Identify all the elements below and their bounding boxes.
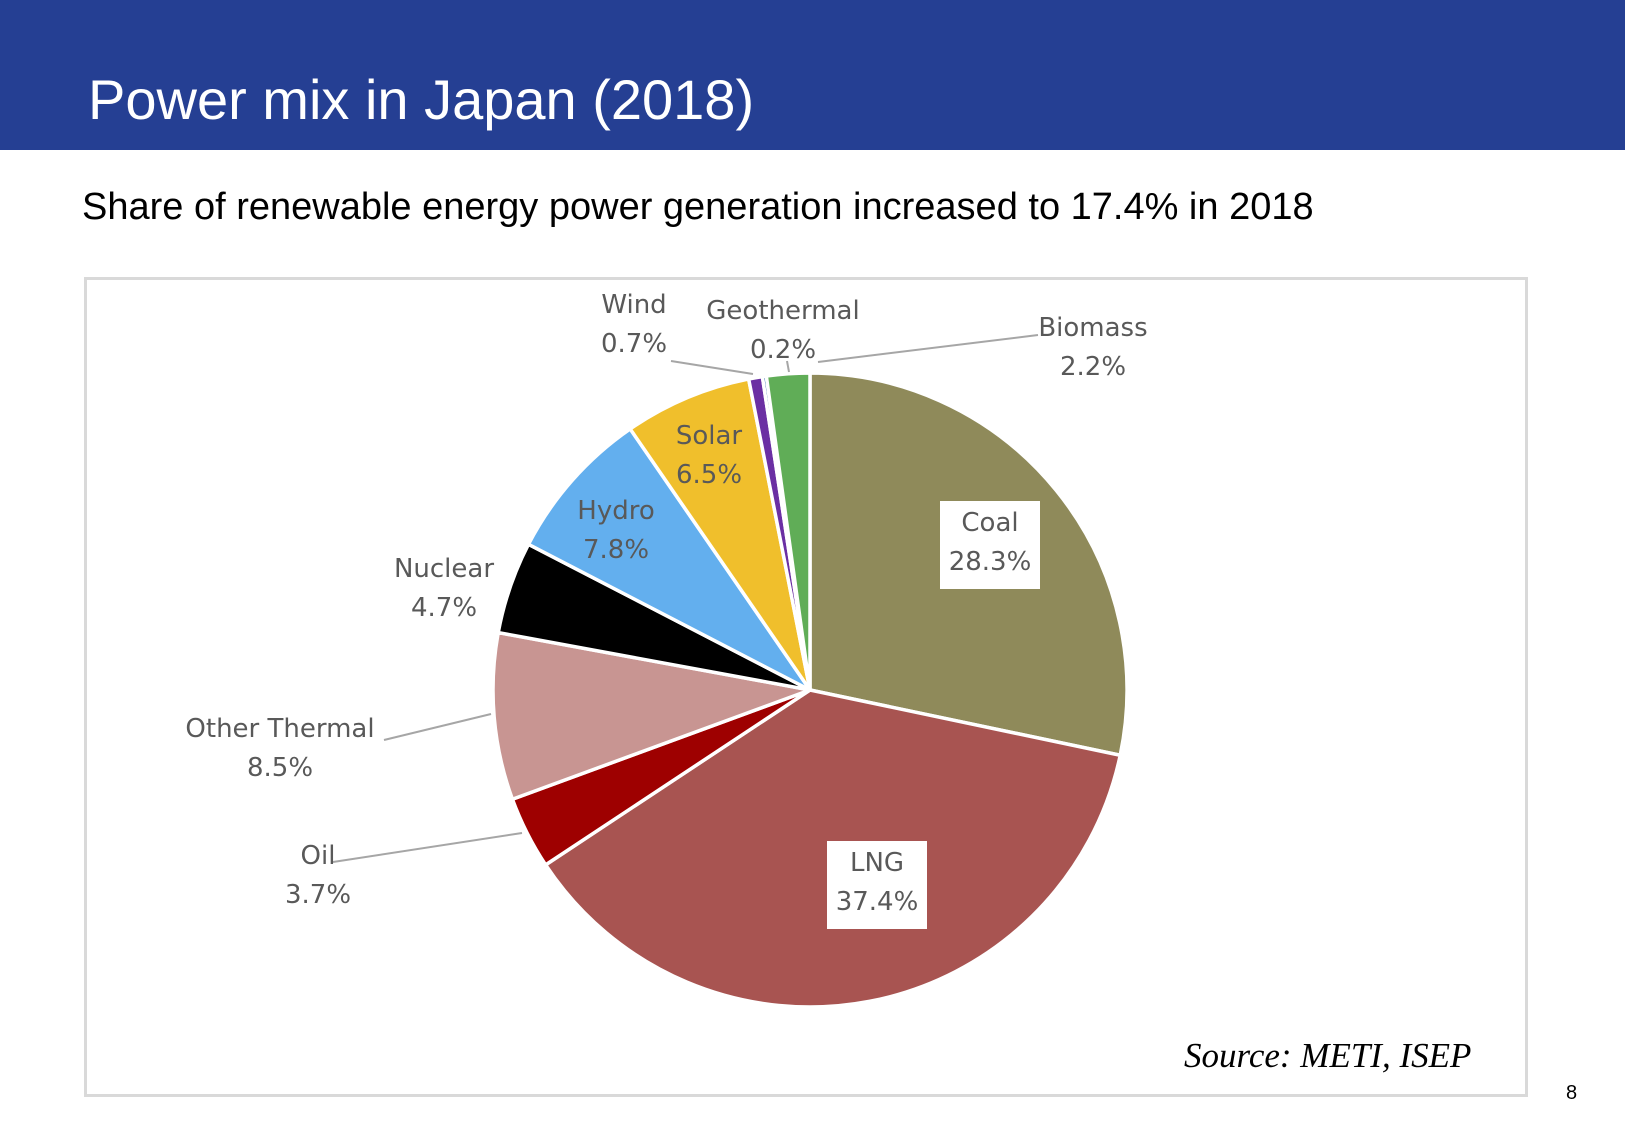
- page-number: 8: [1566, 1082, 1578, 1104]
- data-label-oil: Oil 3.7%: [285, 841, 351, 910]
- data-label-hydro: Hydro 7.8%: [577, 496, 654, 565]
- pie-slice-biomass: [764, 371, 812, 692]
- data-label-other-thermal: Other Thermal 8.5%: [185, 714, 374, 783]
- leader-line-oil: [332, 832, 523, 863]
- data-label-text-oil: Oil 3.7%: [285, 841, 351, 910]
- pie-slice-other-thermal: [491, 630, 812, 802]
- leader-line-wind: [670, 360, 754, 375]
- data-label-geothermal: Geothermal 0.2%: [706, 296, 859, 365]
- leader-line-biomass: [817, 334, 1039, 363]
- pie-slice-solar: [628, 377, 812, 692]
- data-label-text-nuclear: Nuclear 4.7%: [394, 554, 494, 623]
- data-label-text-geothermal: Geothermal 0.2%: [706, 296, 859, 365]
- data-label-box-coal: [940, 501, 1040, 589]
- data-label-lng: LNG 37.4%: [827, 841, 927, 929]
- data-label-wind: Wind 0.7%: [601, 290, 667, 359]
- slide-title: Power mix in Japan (2018): [88, 68, 755, 131]
- data-label-solar: Solar 6.5%: [676, 421, 743, 490]
- data-label-text-coal: Coal 28.3%: [949, 508, 1032, 577]
- leader-line-geothermal: [786, 360, 790, 373]
- slide-subtitle: Share of renewable energy power generati…: [82, 186, 1314, 228]
- data-label-text-lng: LNG 37.4%: [836, 848, 919, 917]
- header-bar: [0, 0, 1625, 150]
- data-label-text-other-thermal: Other Thermal 8.5%: [185, 714, 374, 783]
- data-label-coal: Coal 28.3%: [940, 501, 1040, 589]
- data-label-text-biomass: Biomass 2.2%: [1038, 313, 1147, 382]
- leader-line-other-thermal: [383, 713, 492, 741]
- data-label-biomass: Biomass 2.2%: [1038, 313, 1147, 382]
- data-label-text-solar: Solar 6.5%: [676, 421, 743, 490]
- data-label-text-wind: Wind 0.7%: [601, 290, 667, 359]
- data-label-text-hydro: Hydro 7.8%: [577, 496, 654, 565]
- source-note: Source: METI, ISEP: [1184, 1036, 1472, 1075]
- pie-slice-hydro: [526, 427, 812, 692]
- data-label-nuclear: Nuclear 4.7%: [394, 554, 494, 623]
- data-label-box-lng: [827, 841, 927, 929]
